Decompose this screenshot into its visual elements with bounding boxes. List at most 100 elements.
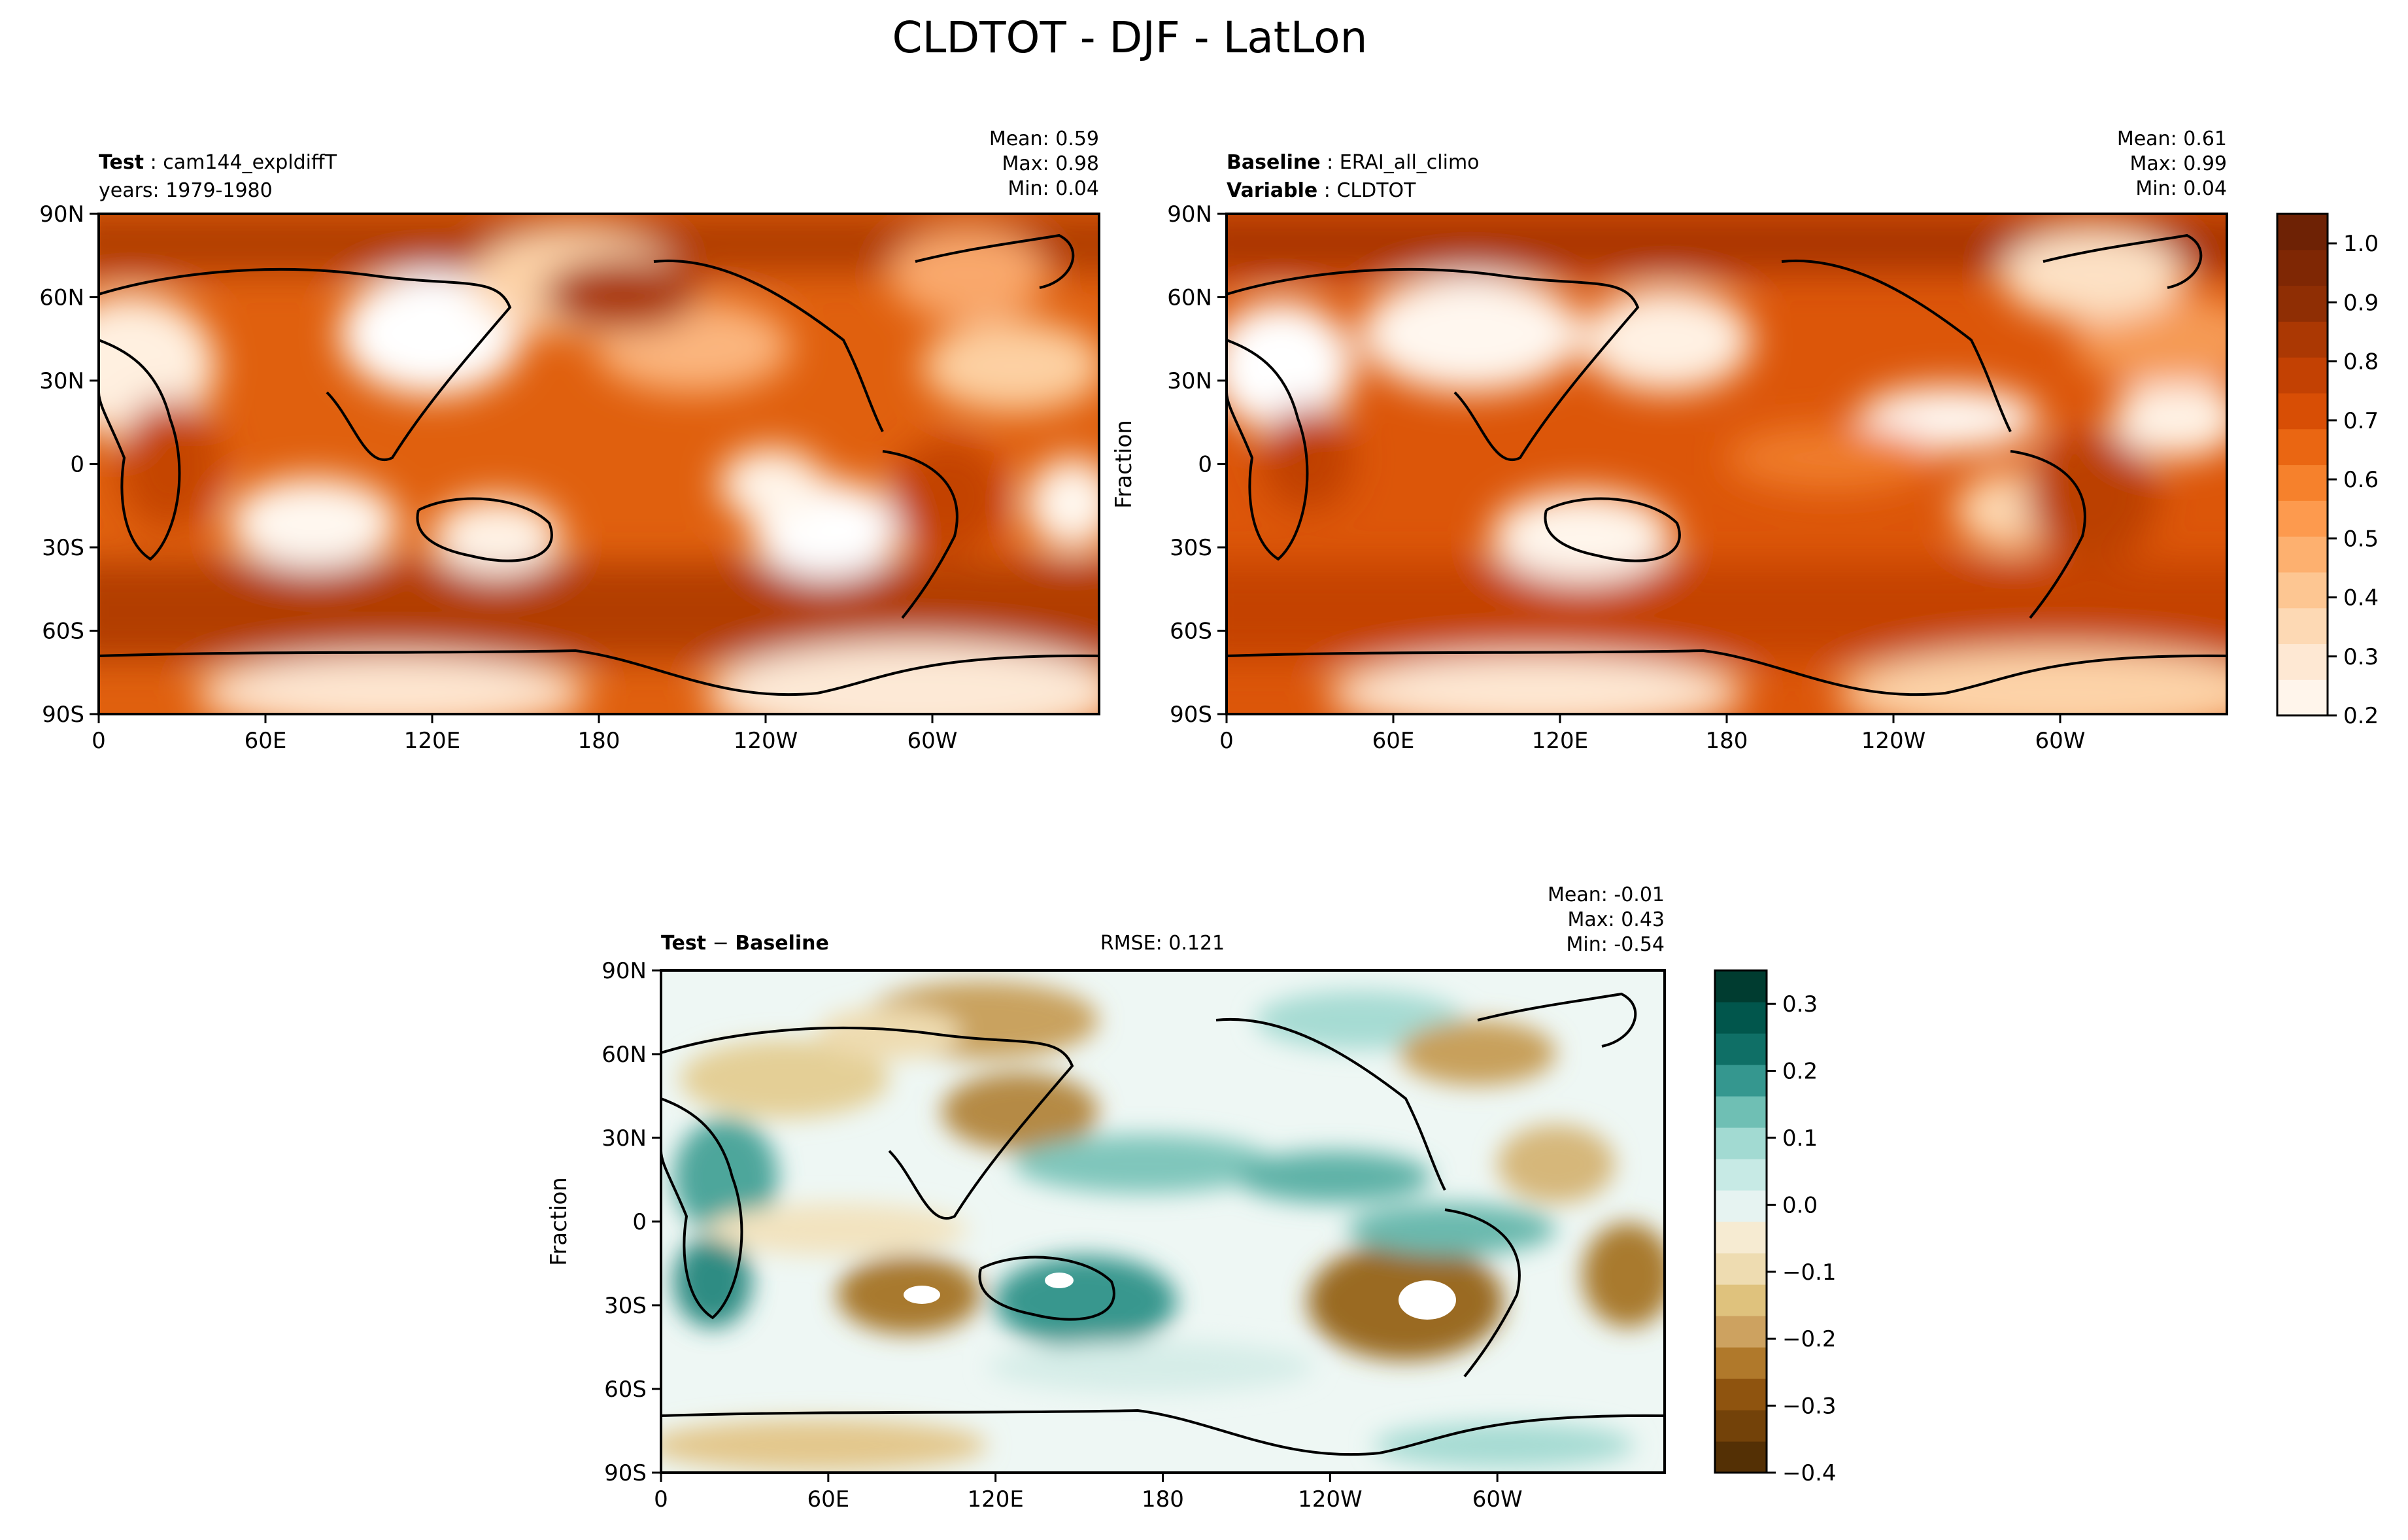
test-lon-tick-label: 60W	[907, 728, 958, 754]
colorbar-main-tick-label: 0.5	[2343, 526, 2379, 552]
test-lon-tick-label: 180	[578, 728, 620, 754]
colorbar-diff-color-band	[1715, 1347, 1767, 1379]
colorbar-diff-color-band	[1715, 1002, 1767, 1034]
colorbar-main-color-band	[2277, 392, 2328, 430]
colorbar-main-tick-label: 0.2	[2343, 703, 2379, 729]
panel-test: Test : cam144_expldiffT years: 1979-1980…	[39, 128, 1100, 754]
baseline-lon-tick-label: 120W	[1861, 728, 1926, 754]
colorbar-main-color-band	[2277, 536, 2328, 573]
colorbar-main-color-band	[2277, 321, 2328, 358]
test-lat-tick-label: 30N	[39, 368, 84, 394]
colorbar-main-frame	[2276, 213, 2329, 717]
colorbar-diff-tick-label: 0.1	[1782, 1125, 1818, 1152]
colorbar-main-color-band	[2277, 500, 2328, 537]
baseline-lat-tick-label: 90N	[1167, 201, 1212, 228]
panel-baseline-mean: Mean: 0.61	[2117, 128, 2227, 150]
test-lon-tick-label: 120E	[404, 728, 460, 754]
baseline-lat-tick-label: 0	[1198, 452, 1212, 478]
diff-lat-tick-label: 90N	[602, 958, 647, 984]
colorbar-diff: 0.3 0.2 0.1 0.0 −0.1 −0.2 −0.3 −0.4	[1714, 969, 1837, 1486]
panel-diff-label: Test − Baseline	[661, 932, 829, 955]
colorbar-main-color-band	[2277, 572, 2328, 609]
colorbar-diff-color-band	[1715, 1316, 1767, 1348]
colorbar-main-color-band	[2277, 357, 2328, 394]
panel-diff-max: Max: 0.43	[1568, 908, 1665, 931]
colorbar-diff-color-band	[1715, 1441, 1767, 1473]
colorbar-main-color-band	[2277, 428, 2328, 466]
baseline-lon-tick-label: 180	[1706, 728, 1748, 754]
panel-diff: Test − Baseline RMSE: 0.121 Mean: -0.01 …	[546, 883, 1666, 1513]
diff-lat-tick-label: 0	[632, 1209, 647, 1235]
colorbar-main-color-band	[2277, 249, 2328, 286]
test-lat-tick-label: 90N	[39, 201, 84, 228]
colorbar-main: 0.2 0.3 0.4 0.5 0.6 0.7 0.8 0.9 1.0	[2276, 213, 2379, 729]
figure-title: CLDTOT - DJF - LatLon	[892, 12, 1368, 63]
colorbar-diff-color-band	[1715, 1033, 1767, 1065]
panel-test-mean: Mean: 0.59	[989, 128, 1099, 150]
test-lat-tick-label: 90S	[42, 702, 84, 728]
panel-diff-ylabel: Fraction	[546, 1177, 572, 1266]
colorbar-diff-color-band	[1715, 1159, 1767, 1191]
colorbar-diff-tick-label: −0.2	[1782, 1326, 1837, 1352]
colorbar-diff-color-band	[1715, 1190, 1767, 1222]
panel-test-axes: 90N 60N 30N 0 30S 60S 90S 0 60E 120E 180 120W 60W	[39, 201, 957, 754]
panel-baseline-axes: 90N 60N 30N 0 30S 60S 90S 0 60E 120E 180 120W 60W	[1167, 201, 2085, 754]
panel-baseline-variable: Variable : CLDTOT	[1227, 179, 1416, 202]
panel-test-coastlines	[99, 233, 1099, 696]
test-lon-tick-label: 60E	[245, 728, 287, 754]
diff-lat-tick-label: 60S	[604, 1377, 647, 1403]
colorbar-main-color-band	[2277, 679, 2328, 716]
panel-baseline: Baseline : ERAI_all_climo Variable : CLD…	[1111, 128, 2228, 754]
colorbar-main-color-band	[2277, 285, 2328, 322]
colorbar-main-color-band	[2277, 643, 2328, 680]
colorbar-main-tick-label: 0.6	[2343, 467, 2379, 493]
colorbar-diff-color-band	[1715, 1065, 1767, 1097]
test-lat-tick-label: 60N	[39, 285, 84, 311]
panel-diff-rmse: RMSE: 0.121	[1100, 932, 1225, 955]
diff-lon-tick-label: 180	[1142, 1486, 1184, 1513]
panel-diff-axes: 90N 60N 30N 0 30S 60S 90S 0 60E 120E 180 120W 60W	[602, 958, 1522, 1513]
test-lat-tick-label: 60S	[42, 619, 84, 645]
baseline-lon-tick-label: 120E	[1532, 728, 1588, 754]
colorbar-diff-color-band	[1715, 1096, 1767, 1128]
baseline-lon-tick-label: 60W	[2035, 728, 2086, 754]
diff-lon-tick-label: 60E	[807, 1486, 849, 1513]
panel-baseline-min: Min: 0.04	[2135, 177, 2227, 200]
panel-diff-mean: Mean: -0.01	[1548, 883, 1665, 906]
baseline-lon-tick-label: 60E	[1372, 728, 1415, 754]
diff-lon-tick-label: 120E	[967, 1486, 1023, 1513]
diff-lon-tick-label: 120W	[1298, 1486, 1363, 1513]
colorbar-diff-frame	[1714, 969, 1768, 1474]
diff-lon-tick-label: 60W	[1472, 1486, 1523, 1513]
colorbar-main-color-band	[2277, 464, 2328, 501]
baseline-lat-tick-label: 30S	[1170, 535, 1212, 561]
colorbar-diff-tick-label: 0.2	[1782, 1059, 1818, 1085]
panel-baseline-ylabel: Fraction	[1111, 420, 1137, 509]
panel-test-label: Test : cam144_expldiffT	[99, 151, 337, 174]
colorbar-main-tick-label: 0.9	[2343, 290, 2379, 316]
diff-lon-tick-label: 0	[654, 1486, 668, 1513]
colorbar-main-tick-label: 0.8	[2343, 349, 2379, 375]
panel-diff-min: Min: -0.54	[1567, 933, 1665, 956]
colorbar-diff-color-band	[1715, 1127, 1767, 1159]
panel-baseline-label: Baseline : ERAI_all_climo	[1227, 151, 1480, 174]
diff-lat-tick-label: 30S	[604, 1293, 647, 1319]
colorbar-diff-tick-label: −0.1	[1782, 1259, 1837, 1286]
colorbar-main-color-band	[2277, 214, 2328, 250]
panel-baseline-coastlines	[1227, 233, 2227, 696]
colorbar-diff-tick-label: −0.3	[1782, 1394, 1837, 1420]
test-lon-tick-label: 120W	[734, 728, 798, 754]
diff-lat-tick-label: 90S	[604, 1460, 647, 1486]
panel-baseline-map	[1227, 214, 2227, 714]
baseline-lat-tick-label: 60N	[1167, 285, 1212, 311]
colorbar-diff-color-band	[1715, 1378, 1767, 1411]
panel-test-max: Max: 0.98	[1002, 152, 1099, 175]
baseline-lat-tick-label: 90S	[1170, 702, 1212, 728]
colorbar-diff-tick-label: 0.3	[1782, 991, 1818, 1018]
baseline-lat-tick-label: 30N	[1167, 368, 1212, 394]
panel-baseline-max: Max: 0.99	[2130, 152, 2227, 175]
baseline-lat-tick-label: 60S	[1170, 619, 1212, 645]
colorbar-diff-color-band	[1715, 1253, 1767, 1285]
